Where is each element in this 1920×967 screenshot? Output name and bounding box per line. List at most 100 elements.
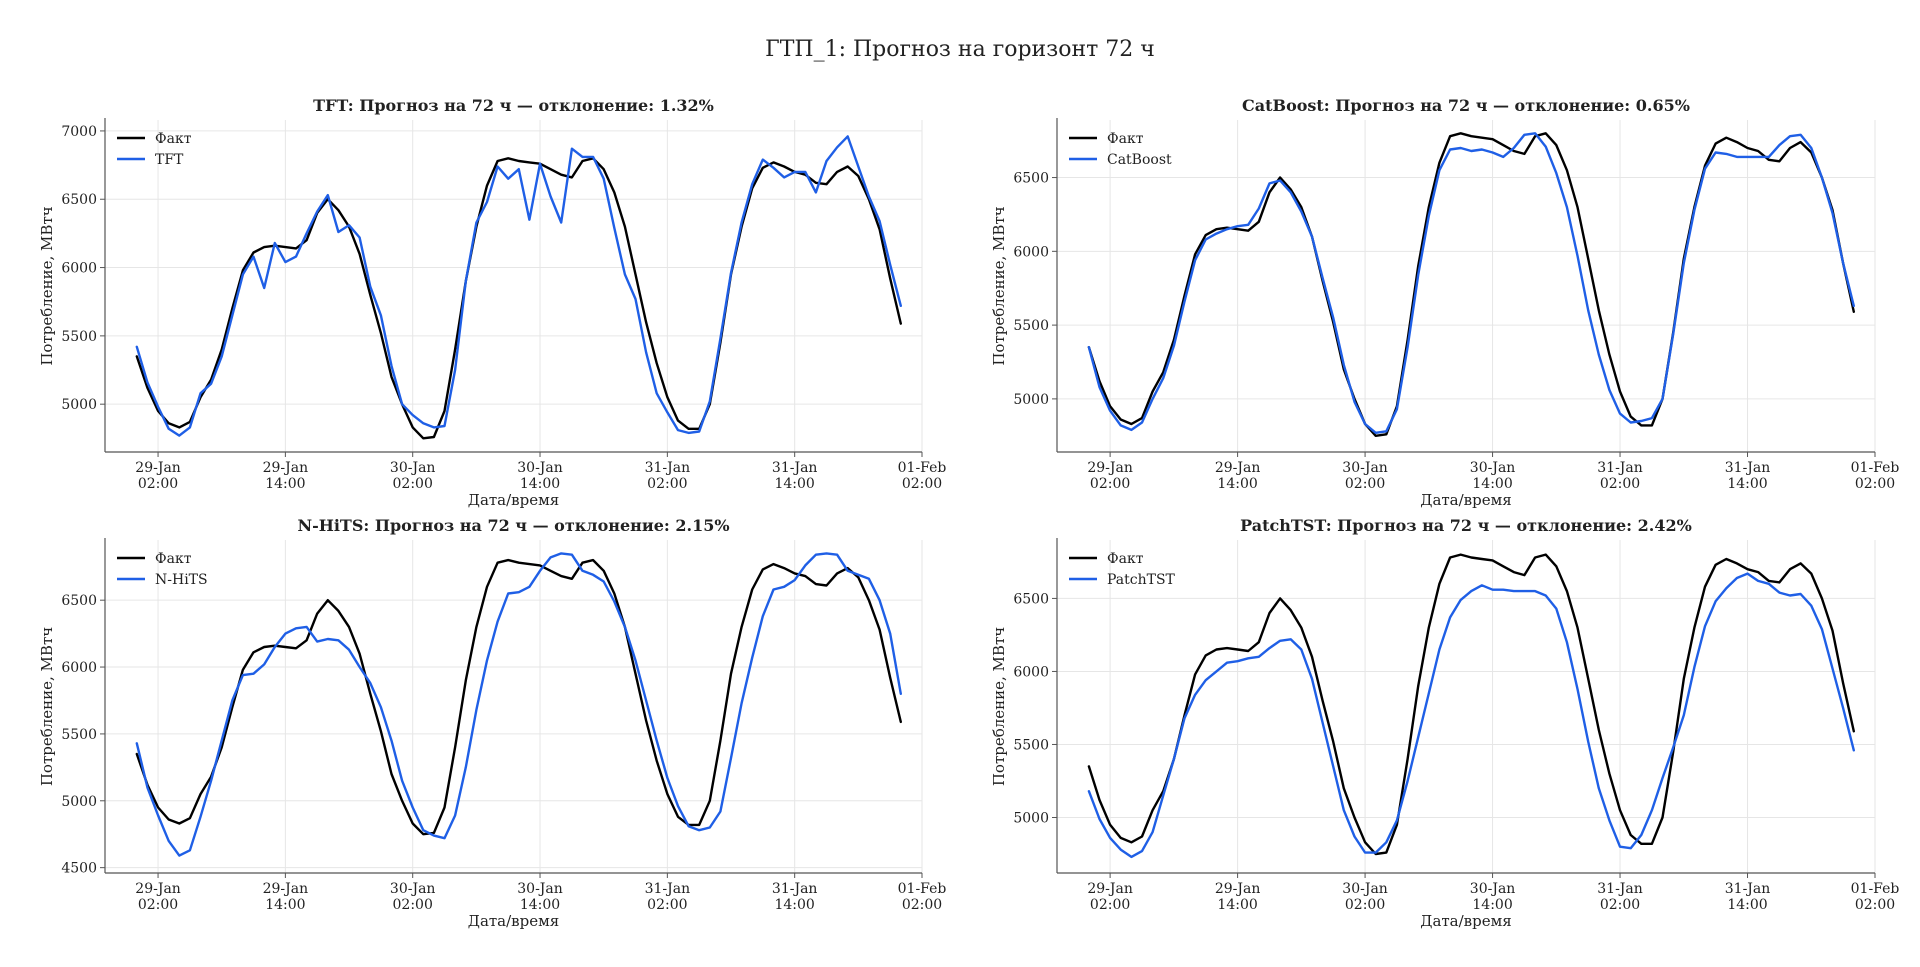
x-tick-label-date: 01-Feb	[898, 881, 947, 897]
legend: Факт TFT	[117, 131, 192, 168]
gridlines	[1057, 540, 1876, 873]
x-tick-label-date: 31-Jan	[1725, 881, 1771, 897]
chart-title: PatchTST: Прогноз на 72 ч — отклонение: …	[1240, 516, 1692, 535]
y-tick-label: 6000	[61, 261, 97, 277]
y-tick-label: 5500	[1013, 737, 1049, 753]
legend-label: Факт	[1107, 131, 1144, 147]
series-line-forecast	[135, 552, 902, 857]
x-tick-label-date: 31-Jan	[1597, 460, 1643, 476]
chart-title: CatBoost: Прогноз на 72 ч — отклонение: …	[1242, 96, 1690, 115]
legend-label: Факт	[155, 131, 192, 147]
x-tick-label-time: 14:00	[265, 476, 305, 492]
x-tick-label-date: 30-Jan	[1342, 460, 1388, 476]
chart-panel-nhits: 4500500055006000650029-Jan02:0029-Jan14:…	[38, 516, 946, 930]
x-tick-label-time: 14:00	[774, 897, 814, 913]
x-tick-label-time: 02:00	[647, 897, 687, 913]
y-axis-label: Потребление, МВтч	[38, 627, 56, 786]
y-tick-label: 4500	[61, 861, 97, 877]
x-axis-label: Дата/время	[468, 912, 560, 930]
x-axis-label: Дата/время	[1420, 491, 1512, 509]
x-tick-label-date: 31-Jan	[645, 881, 691, 897]
x-tick-label-date: 01-Feb	[1851, 460, 1900, 476]
x-tick-label-time: 02:00	[1090, 897, 1130, 913]
x-tick-label-date: 31-Jan	[1725, 460, 1771, 476]
legend-label: PatchTST	[1107, 572, 1176, 588]
y-tick-label: 6000	[1013, 244, 1049, 260]
x-tick-label-date: 01-Feb	[898, 460, 947, 476]
x-tick-label-time: 02:00	[138, 897, 178, 913]
x-tick-label-time: 02:00	[1855, 476, 1895, 492]
x-tick-label-time: 14:00	[1727, 476, 1767, 492]
y-tick-label: 5000	[61, 794, 97, 810]
figure-title: ГТП_1: Прогноз на горизонт 72 ч	[765, 37, 1155, 62]
series-line-actual	[1087, 132, 1856, 437]
x-tick-label-date: 30-Jan	[1342, 881, 1388, 897]
x-tick-label-date: 30-Jan	[517, 881, 563, 897]
x-tick-label-time: 14:00	[1472, 476, 1512, 492]
chart-panel-patchtst: 500055006000650029-Jan02:0029-Jan14:0030…	[990, 516, 1899, 930]
legend: Факт N-HiTS	[117, 551, 208, 588]
y-axis-label: Потребление, МВтч	[990, 206, 1008, 365]
y-tick-label: 6500	[1013, 171, 1049, 187]
y-axis-label: Потребление, МВтч	[990, 627, 1008, 786]
series-line-forecast	[135, 135, 902, 437]
legend-label: Факт	[155, 551, 192, 567]
x-tick-label-date: 31-Jan	[772, 881, 818, 897]
x-axis-label: Дата/время	[1420, 912, 1512, 930]
y-tick-label: 5500	[61, 727, 97, 743]
chart-panel-catboost: 500055006000650029-Jan02:0029-Jan14:0030…	[990, 96, 1899, 509]
legend-label: N-HiTS	[155, 572, 208, 588]
x-tick-label-date: 30-Jan	[390, 881, 436, 897]
gridlines	[1057, 120, 1876, 452]
x-tick-label-time: 02:00	[1600, 897, 1640, 913]
y-tick-label: 5000	[61, 397, 97, 413]
x-tick-label-time: 02:00	[393, 897, 433, 913]
x-tick-label-time: 14:00	[1217, 476, 1257, 492]
series-line-forecast	[1087, 132, 1856, 434]
series-line-actual	[135, 157, 902, 440]
y-tick-label: 6000	[1013, 664, 1049, 680]
chart-panel-tft: 5000550060006500700029-Jan02:0029-Jan14:…	[38, 96, 946, 509]
chart-title: N-HiTS: Прогноз на 72 ч — отклонение: 2.…	[297, 516, 729, 535]
x-tick-label-date: 29-Jan	[1215, 460, 1261, 476]
gridlines	[105, 120, 923, 452]
y-tick-label: 7000	[61, 124, 97, 140]
x-tick-label-date: 29-Jan	[1087, 460, 1133, 476]
gridlines	[105, 540, 923, 873]
x-tick-label-time: 02:00	[138, 476, 178, 492]
x-tick-label-date: 30-Jan	[1470, 460, 1516, 476]
x-tick-label-date: 29-Jan	[1087, 881, 1133, 897]
x-tick-label-time: 02:00	[1345, 897, 1385, 913]
series-line-forecast	[1087, 572, 1856, 859]
series-line-actual	[135, 558, 902, 836]
x-tick-label-time: 14:00	[1727, 897, 1767, 913]
y-tick-label: 5000	[1013, 811, 1049, 827]
x-tick-label-date: 29-Jan	[1215, 881, 1261, 897]
x-tick-label-time: 14:00	[265, 897, 305, 913]
x-axis-label: Дата/время	[468, 491, 560, 509]
y-tick-label: 5000	[1013, 392, 1049, 408]
y-tick-label: 6500	[1013, 591, 1049, 607]
x-tick-label-time: 14:00	[520, 897, 560, 913]
x-tick-label-date: 30-Jan	[390, 460, 436, 476]
x-tick-label-date: 30-Jan	[1470, 881, 1516, 897]
series-line-actual	[1087, 553, 1856, 856]
x-tick-label-time: 02:00	[902, 897, 942, 913]
x-tick-label-date: 31-Jan	[645, 460, 691, 476]
legend: Факт CatBoost	[1069, 131, 1172, 168]
legend: Факт PatchTST	[1069, 551, 1176, 588]
x-tick-label-time: 02:00	[1090, 476, 1130, 492]
x-tick-label-time: 02:00	[1855, 897, 1895, 913]
x-tick-label-date: 01-Feb	[1851, 881, 1900, 897]
x-tick-label-time: 02:00	[393, 476, 433, 492]
x-tick-label-time: 02:00	[1345, 476, 1385, 492]
y-tick-label: 6500	[61, 192, 97, 208]
x-tick-label-date: 29-Jan	[263, 881, 309, 897]
y-axis-label: Потребление, МВтч	[38, 206, 56, 365]
x-tick-label-date: 29-Jan	[263, 460, 309, 476]
x-tick-label-time: 02:00	[902, 476, 942, 492]
x-tick-label-time: 02:00	[1600, 476, 1640, 492]
legend-label: Факт	[1107, 551, 1144, 567]
y-tick-label: 5500	[61, 329, 97, 345]
